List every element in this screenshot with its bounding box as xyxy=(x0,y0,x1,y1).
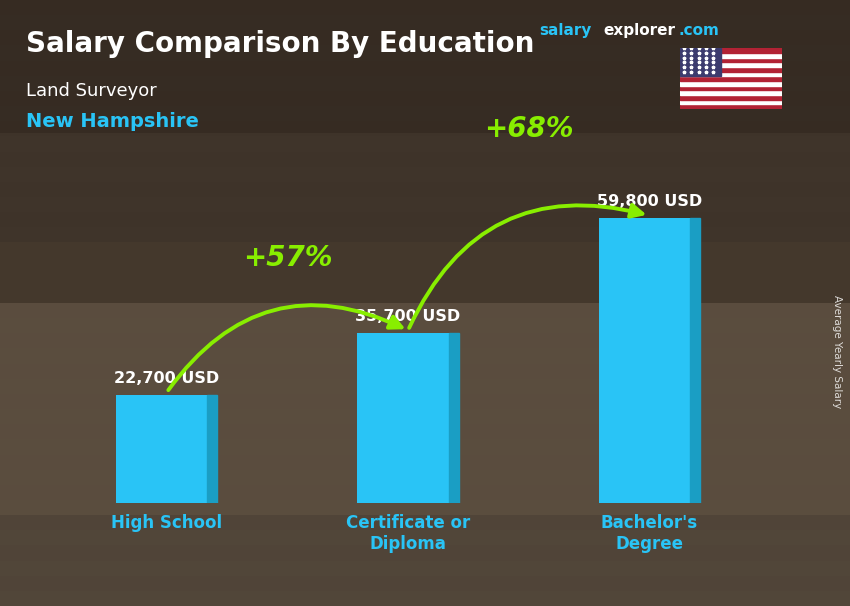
Text: .com: .com xyxy=(678,23,719,38)
Bar xyxy=(680,95,782,100)
Bar xyxy=(680,72,782,76)
Bar xyxy=(680,104,782,109)
Bar xyxy=(116,395,218,503)
Text: 22,700 USD: 22,700 USD xyxy=(114,371,219,386)
Bar xyxy=(680,48,782,53)
Bar xyxy=(680,76,782,81)
Bar xyxy=(680,90,782,95)
Bar xyxy=(207,395,218,503)
Bar xyxy=(680,86,782,90)
Bar xyxy=(690,218,700,503)
Bar xyxy=(449,333,459,503)
Bar xyxy=(357,333,459,503)
Text: Average Yearly Salary: Average Yearly Salary xyxy=(832,295,842,408)
Text: 35,700 USD: 35,700 USD xyxy=(355,309,461,324)
Text: salary: salary xyxy=(540,23,592,38)
Text: +57%: +57% xyxy=(242,244,332,272)
Bar xyxy=(598,218,700,503)
Text: +68%: +68% xyxy=(484,115,574,142)
Text: 59,800 USD: 59,800 USD xyxy=(597,195,702,209)
Bar xyxy=(680,100,782,104)
Bar xyxy=(680,58,782,62)
Text: explorer: explorer xyxy=(604,23,676,38)
Text: Land Surveyor: Land Surveyor xyxy=(26,82,156,100)
Bar xyxy=(680,48,721,76)
Bar xyxy=(680,81,782,86)
Text: New Hampshire: New Hampshire xyxy=(26,112,198,131)
Bar xyxy=(680,62,782,67)
Bar xyxy=(680,53,782,58)
Bar xyxy=(680,67,782,72)
Text: Salary Comparison By Education: Salary Comparison By Education xyxy=(26,30,534,58)
